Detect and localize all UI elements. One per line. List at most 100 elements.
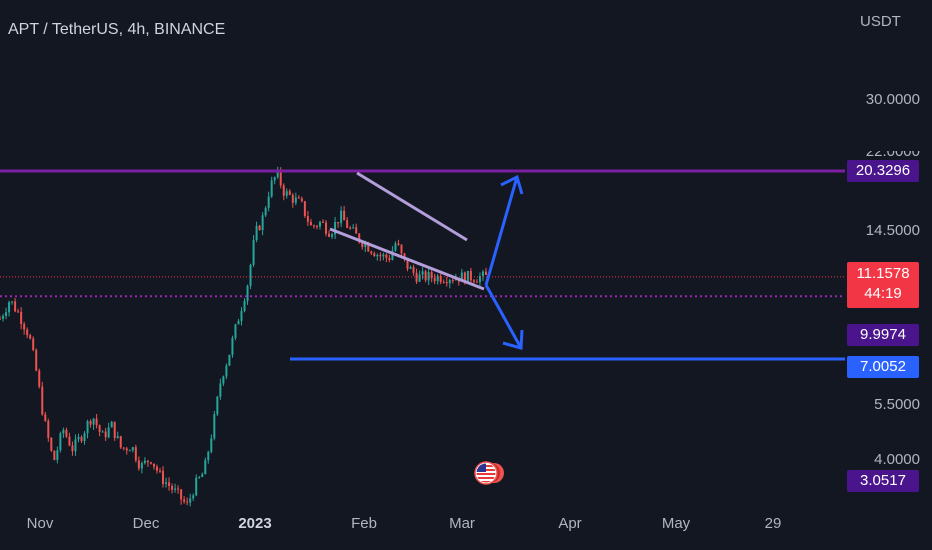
candle-body (276, 170, 279, 178)
candle-body (261, 215, 264, 231)
candle-body (104, 431, 107, 438)
candle-body (155, 466, 158, 471)
candle-body (400, 244, 403, 254)
candle-body (349, 227, 352, 229)
candle-body (361, 242, 364, 248)
candle-body (352, 227, 355, 229)
candle-body (116, 436, 119, 439)
candle-body (315, 226, 318, 228)
candle-body (370, 251, 373, 254)
candle-body (337, 222, 340, 224)
candle-body (237, 320, 240, 325)
candle-body (140, 463, 143, 469)
candle-body (331, 234, 334, 237)
candle-body (382, 254, 385, 257)
candle-body (149, 462, 152, 464)
candle-body (174, 488, 177, 490)
candle-countdown: 44:19 (864, 285, 902, 302)
candle-body (207, 451, 210, 461)
candle-body (409, 267, 412, 269)
low-price-badge: 3.0517 (847, 470, 919, 492)
candle-body (318, 221, 321, 227)
candle-body (20, 311, 23, 325)
candle-body (219, 383, 222, 397)
resistance-price-badge: 20.3296 (847, 160, 919, 182)
candle-body (297, 197, 300, 199)
candle-body (472, 280, 475, 282)
candle-body (192, 495, 195, 499)
chart-title[interactable]: APT / TetherUS, 4h, BINANCE (8, 21, 226, 38)
candle-body (68, 436, 71, 446)
candle-body (309, 221, 312, 226)
candle-body (306, 216, 309, 222)
candle-body (180, 489, 183, 500)
candle-body (427, 272, 430, 281)
candle-body (466, 270, 469, 284)
candle-body (131, 447, 134, 451)
time-tick: Feb (351, 515, 377, 532)
candle-body (240, 310, 243, 321)
candle-body (119, 436, 122, 448)
candle-body (334, 222, 337, 235)
candle-body (436, 275, 439, 282)
candle-body (325, 222, 328, 234)
candle-body (291, 194, 294, 203)
candle-body (47, 420, 50, 438)
time-tick: Nov (26, 515, 54, 532)
candle-body (463, 272, 466, 284)
price-tick: 5.5000 (874, 396, 920, 413)
candle-body (279, 170, 282, 186)
current-price-badge: 11.1578 44:19 (847, 262, 919, 308)
time-tick: May (661, 515, 691, 532)
candle-body (288, 191, 291, 195)
candle-body (201, 474, 204, 477)
us-flag-event-icon[interactable] (472, 457, 504, 489)
candle-body (394, 243, 397, 251)
candle-body (5, 312, 8, 317)
candle-body (460, 272, 463, 282)
candle-body (23, 324, 26, 330)
candle-body (234, 324, 237, 339)
candle-body (143, 460, 146, 464)
candle-body (89, 421, 92, 425)
candle-body (98, 425, 101, 432)
candle-body (303, 201, 306, 217)
time-tick: 29 (764, 515, 782, 532)
candle-body (346, 220, 349, 228)
candle-body (0, 318, 1, 320)
candle-body (246, 285, 249, 301)
candle-body (391, 250, 394, 260)
candle-body (50, 437, 53, 451)
candle-body (65, 429, 68, 437)
candle-body (222, 376, 225, 384)
candle-body (86, 421, 89, 434)
candle-body (92, 418, 95, 425)
candle-body (448, 280, 451, 284)
candle-body (385, 254, 388, 258)
candle-body (213, 414, 216, 439)
candle-body (243, 300, 246, 311)
currency-label[interactable]: USDT (860, 13, 901, 30)
candle-body (300, 198, 303, 202)
candle-body (186, 501, 189, 503)
candle-body (101, 431, 104, 433)
candle-body (137, 460, 140, 469)
candle-body (134, 447, 137, 461)
candle-body (95, 418, 98, 426)
candle-body (210, 438, 213, 452)
candle-body (379, 255, 382, 257)
candle-body (249, 264, 252, 286)
candle-body (282, 185, 285, 196)
candle-body (267, 196, 270, 208)
candle-body (421, 271, 424, 275)
drawings-layer (329, 171, 524, 350)
candlestick-series (0, 166, 487, 507)
time-tick: Apr (558, 515, 582, 532)
candle-body (424, 271, 427, 281)
candle-body (475, 281, 478, 283)
candle-body (225, 365, 228, 377)
candle-body (418, 274, 421, 282)
candle-body (41, 386, 44, 415)
candle-body (165, 482, 168, 484)
